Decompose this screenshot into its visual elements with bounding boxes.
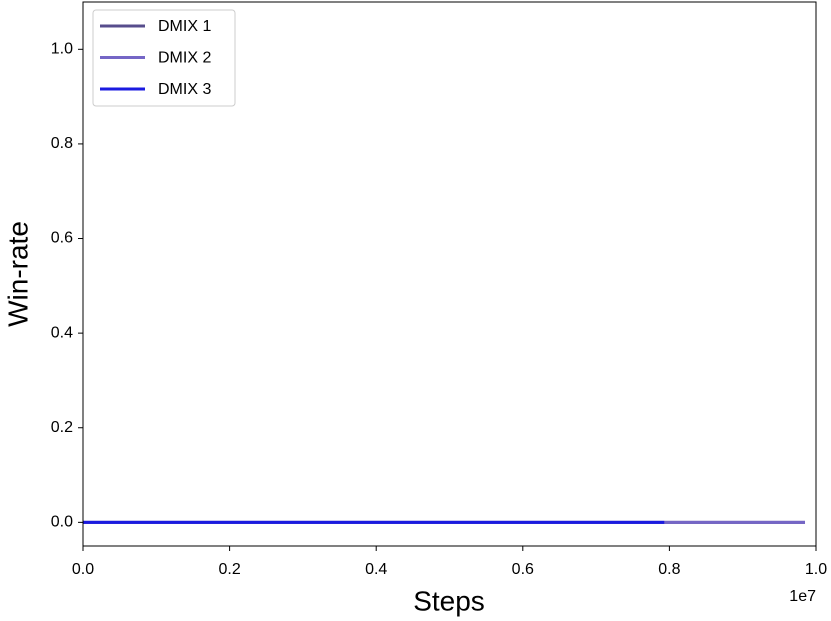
y-tick-label: 1.0 [51,41,73,58]
y-tick-label: 0.2 [51,419,73,436]
x-tick-label: 1.0 [805,561,827,578]
legend-label: DMIX 1 [158,18,211,35]
y-axis-label: Win-rate [2,221,33,327]
legend-label: DMIX 2 [158,50,211,67]
x-offset-label: 1e7 [789,588,816,605]
y-tick-label: 0.6 [51,230,73,247]
x-tick-label: 0.6 [512,561,534,578]
x-tick-label: 0.0 [72,561,94,578]
x-axis-label: Steps [413,585,485,616]
legend-label: DMIX 3 [158,81,211,98]
y-tick-label: 0.8 [51,135,73,152]
x-tick-label: 0.4 [365,561,387,578]
legend-box [92,9,236,107]
y-tick-label: 0.4 [51,324,73,341]
plot-frame [82,1,817,547]
x-tick-label: 0.8 [658,561,680,578]
y-tick-label: 0.0 [51,514,73,531]
x-tick-label: 0.2 [218,561,240,578]
